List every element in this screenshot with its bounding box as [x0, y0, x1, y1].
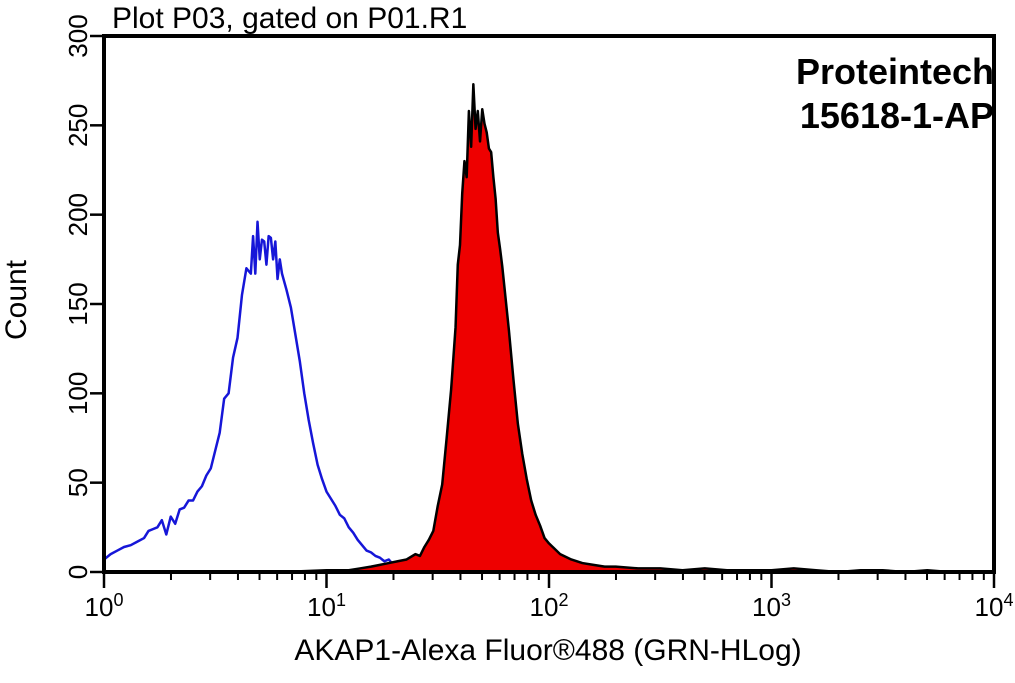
- flow-cytometry-histogram: { "chart": { "type": "flow-cytometry-his…: [0, 0, 1015, 683]
- x-tick-label: 103: [752, 590, 791, 622]
- x-axis-label: AKAP1-Alexa Fluor®488 (GRN-HLog): [294, 634, 801, 667]
- x-tick-label: 101: [307, 590, 346, 622]
- y-tick-label: 250: [63, 104, 93, 147]
- y-axis-label: Count: [0, 259, 33, 340]
- histogram-svg: 100 101 102 103 104 0 50 100 150 200 250 300 Plot …: [0, 0, 1015, 683]
- y-axis: 0 50 100 150 200 250 300: [63, 14, 104, 579]
- x-tick-label: 104: [975, 590, 1014, 622]
- x-tick-label: 100: [85, 590, 124, 622]
- x-tick-label: 102: [530, 590, 569, 622]
- y-tick-label: 0: [63, 565, 93, 579]
- brand-name: Proteintech: [796, 51, 994, 92]
- catalog-number: 15618-1-AP: [800, 95, 994, 136]
- y-tick-label: 200: [63, 193, 93, 236]
- y-tick-label: 300: [63, 14, 93, 57]
- x-axis: 100 101 102 103 104: [85, 572, 1014, 622]
- y-tick-label: 50: [63, 468, 93, 497]
- y-tick-label: 100: [63, 372, 93, 415]
- y-tick-label: 150: [63, 282, 93, 325]
- plot-title: Plot P03, gated on P01.R1: [112, 2, 467, 35]
